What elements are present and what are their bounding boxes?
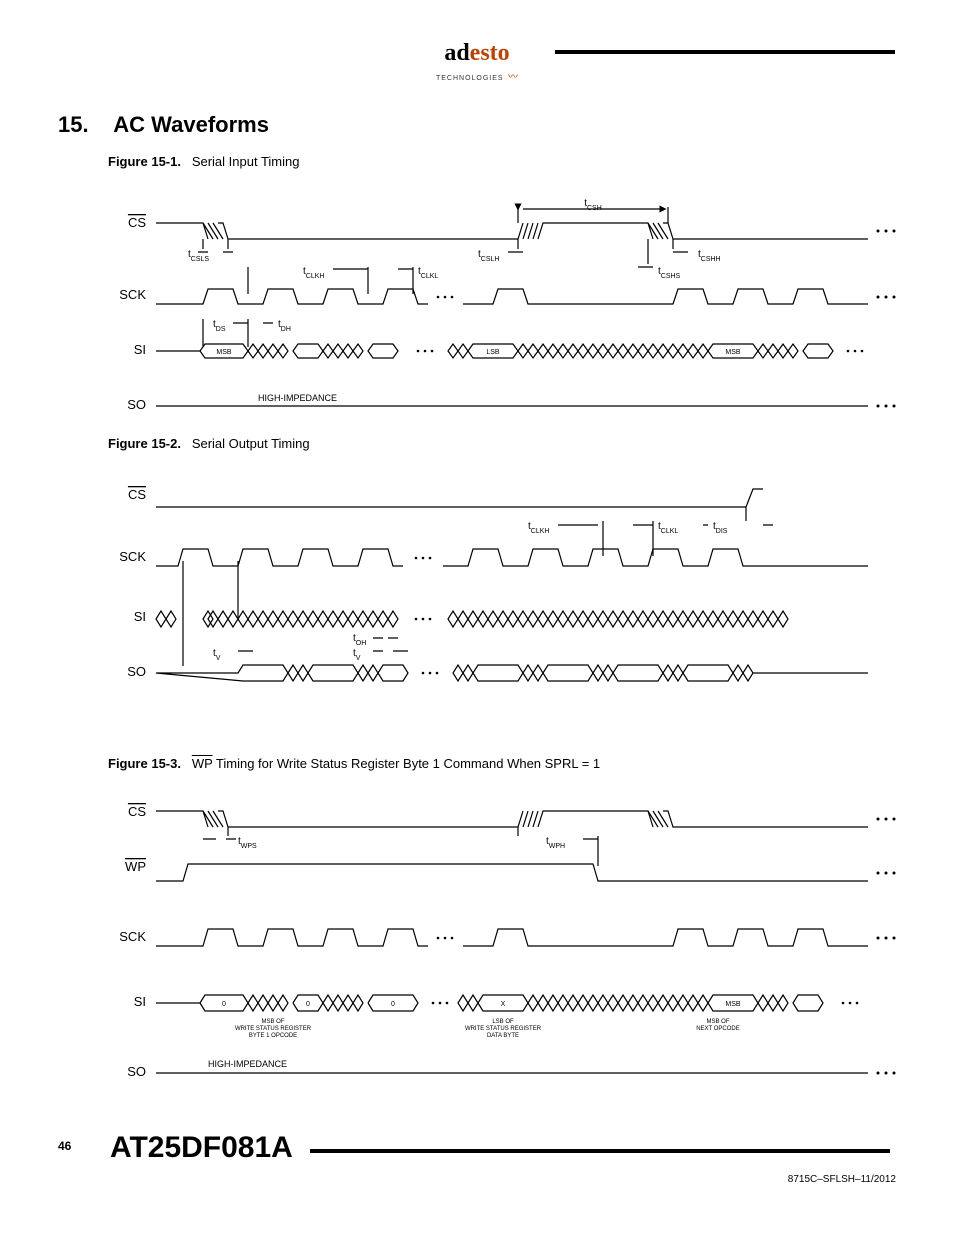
tcshs: tCSHS bbox=[658, 266, 681, 280]
tcshh: tCSHH bbox=[698, 249, 721, 263]
fig2-caption: Figure 15-2. Serial Output Timing bbox=[108, 436, 898, 451]
tv1: tV bbox=[213, 648, 221, 662]
zero2: 0 bbox=[306, 1001, 310, 1008]
sig-cs3: CS bbox=[128, 804, 146, 819]
logo-esto: esto bbox=[470, 40, 510, 66]
xlbl: X bbox=[501, 1001, 506, 1008]
tcsls: tCSLS bbox=[188, 249, 209, 263]
fig2-cap-no: Figure 15-2. bbox=[108, 436, 181, 451]
hiimpedance3: HIGH-IMPEDANCE bbox=[208, 1059, 287, 1069]
sig-cs2: CS bbox=[128, 487, 146, 502]
fig3-cap-pre: WP bbox=[192, 756, 213, 771]
fig2-svg: CS tCLKH tCLKL tDIS SCK SI bbox=[108, 461, 898, 701]
tclkh2: tCLKH bbox=[528, 521, 549, 535]
page-number: 46 bbox=[58, 1139, 71, 1153]
logo-swoosh-icon: 〰 bbox=[508, 72, 518, 83]
sig-so2: SO bbox=[127, 664, 146, 679]
tclkh: tCLKH bbox=[303, 266, 324, 280]
sig-sck3: SCK bbox=[119, 929, 146, 944]
sig-so: SO bbox=[127, 397, 146, 412]
tclkl: tCLKL bbox=[418, 266, 438, 280]
tdh: tDH bbox=[278, 319, 291, 333]
tdis: tDIS bbox=[713, 521, 728, 535]
section-heading: 15. AC Waveforms bbox=[58, 112, 269, 138]
lsb1: LSB bbox=[486, 349, 500, 356]
msb1: MSB bbox=[216, 349, 232, 356]
sig-si: SI bbox=[134, 342, 146, 357]
logo-ad: ad bbox=[444, 40, 469, 66]
ann1: MSB OFWRITE STATUS REGISTERBYTE 1 OPCODE bbox=[235, 1019, 312, 1039]
tcslh: tCSLH bbox=[478, 249, 499, 263]
sig-sck: SCK bbox=[119, 287, 146, 302]
twps: tWPS bbox=[238, 836, 257, 850]
sig-sck2: SCK bbox=[119, 549, 146, 564]
footer-rule bbox=[310, 1149, 890, 1153]
logo: adesto TECHNOLOGIES 〰 bbox=[436, 40, 518, 85]
sig-wp: WP bbox=[125, 859, 146, 874]
fig3-caption: Figure 15-3. WP Timing for Write Status … bbox=[108, 756, 898, 771]
sig-si2: SI bbox=[134, 609, 146, 624]
ann2: LSB OFWRITE STATUS REGISTERDATA BYTE bbox=[465, 1019, 542, 1039]
hiimpedance: HIGH-IMPEDANCE bbox=[258, 393, 337, 403]
tcsh: tCSH bbox=[584, 198, 602, 212]
zero3: 0 bbox=[391, 1001, 395, 1008]
fig1-svg: CS tCSH tCSLS tCSLH tCSHH tCLKH tCLKL tC… bbox=[108, 179, 898, 419]
figure-15-2: Figure 15-2. Serial Output Timing CS tCL… bbox=[108, 436, 898, 706]
fig3-cap-text: Timing for Write Status Register Byte 1 … bbox=[213, 756, 601, 771]
sig-si3: SI bbox=[134, 994, 146, 1009]
doc-id: 8715C–SFLSH–11/2012 bbox=[788, 1174, 896, 1185]
ann3: MSB OFNEXT OPCODE bbox=[696, 1019, 740, 1032]
tclkl2: tCLKL bbox=[658, 521, 678, 535]
section-title-text: AC Waveforms bbox=[113, 112, 269, 137]
tv2: tV bbox=[353, 648, 361, 662]
msb3: MSB bbox=[725, 1001, 741, 1008]
logo-sub: TECHNOLOGIES bbox=[436, 75, 504, 82]
section-number: 15. bbox=[58, 112, 108, 138]
fig1-caption: Figure 15-1. Serial Input Timing bbox=[108, 154, 898, 169]
fig2-cap-text: Serial Output Timing bbox=[192, 436, 310, 451]
fig3-cap-no: Figure 15-3. bbox=[108, 756, 181, 771]
toh: tOH bbox=[353, 633, 366, 647]
figure-15-1: Figure 15-1. Serial Input Timing CS tCSH… bbox=[108, 154, 898, 424]
zero1: 0 bbox=[222, 1001, 226, 1008]
fig1-cap-no: Figure 15-1. bbox=[108, 154, 181, 169]
header-rule bbox=[555, 50, 895, 54]
figure-15-3: Figure 15-3. WP Timing for Write Status … bbox=[108, 756, 898, 1096]
sig-cs: CS bbox=[128, 215, 146, 230]
part-number: AT25DF081A bbox=[110, 1131, 293, 1165]
fig3-svg: CS tWPS tWPH WP SCK SI 0 0 0 X bbox=[108, 781, 898, 1091]
fig1-cap-text: Serial Input Timing bbox=[192, 154, 300, 169]
twph: tWPH bbox=[546, 836, 565, 850]
sig-so3: SO bbox=[127, 1064, 146, 1079]
tds: tDS bbox=[213, 319, 226, 333]
msb2: MSB bbox=[725, 349, 741, 356]
